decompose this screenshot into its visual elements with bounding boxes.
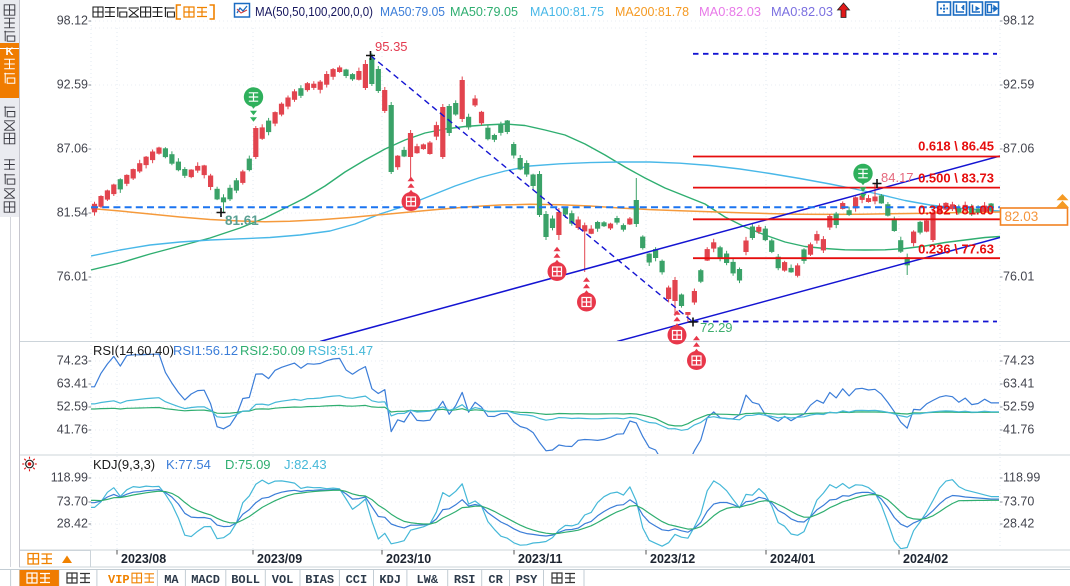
svg-text:28.42: 28.42 [57, 517, 88, 531]
svg-text:98.12: 98.12 [57, 14, 88, 28]
svg-text:87.06: 87.06 [57, 142, 88, 156]
svg-text:0.236 \ 77.63: 0.236 \ 77.63 [918, 242, 994, 257]
svg-text:RSI2:50.09: RSI2:50.09 [240, 343, 305, 358]
svg-text:RSI1:56.12: RSI1:56.12 [173, 343, 238, 358]
svg-text:82.03: 82.03 [1005, 209, 1039, 224]
svg-text:76.01: 76.01 [57, 270, 88, 284]
svg-text:41.76: 41.76 [57, 423, 88, 437]
svg-text:BIAS: BIAS [305, 573, 334, 586]
svg-text:MA50:79.05: MA50:79.05 [380, 4, 445, 19]
svg-text:72.29: 72.29 [700, 320, 733, 335]
svg-text:BOLL: BOLL [231, 573, 260, 586]
svg-text:MA100:81.75: MA100:81.75 [530, 4, 604, 19]
svg-text:0.500 \ 83.73: 0.500 \ 83.73 [918, 171, 994, 186]
svg-text:KDJ(9,3,3): KDJ(9,3,3) [93, 457, 155, 472]
svg-text:2024/01: 2024/01 [770, 552, 815, 566]
svg-text:87.06: 87.06 [1003, 142, 1034, 156]
svg-text:52.59: 52.59 [1003, 400, 1034, 414]
svg-text:74.23: 74.23 [57, 354, 88, 368]
svg-text:D:75.09: D:75.09 [225, 457, 271, 472]
svg-text:0.382 \ 81.00: 0.382 \ 81.00 [918, 203, 994, 218]
svg-text:92.59: 92.59 [1003, 78, 1034, 92]
svg-text:118.99: 118.99 [51, 471, 88, 485]
svg-text:2023/08: 2023/08 [121, 552, 166, 566]
svg-text:92.59: 92.59 [57, 78, 88, 92]
svg-text:52.59: 52.59 [57, 400, 88, 414]
svg-text:MA0:82.03: MA0:82.03 [699, 4, 761, 19]
svg-text:MA: MA [164, 573, 179, 586]
svg-text:2023/12: 2023/12 [650, 552, 695, 566]
svg-text:LW&: LW& [416, 573, 438, 586]
svg-text:95.35: 95.35 [375, 39, 408, 54]
svg-text:76.01: 76.01 [1003, 270, 1034, 284]
svg-text:MA0:82.03: MA0:82.03 [771, 4, 833, 19]
svg-text:74.23: 74.23 [1003, 354, 1034, 368]
svg-text:MA(50,50,100,200,0,0): MA(50,50,100,200,0,0) [255, 4, 373, 19]
svg-text:81.54: 81.54 [57, 206, 88, 220]
svg-text:73.70: 73.70 [1003, 495, 1034, 509]
svg-text:2024/02: 2024/02 [903, 552, 948, 566]
svg-text:KDJ: KDJ [379, 573, 401, 586]
svg-text:MACD: MACD [191, 573, 220, 586]
svg-text:41.76: 41.76 [1003, 423, 1034, 437]
svg-text:RSI(14,60,40): RSI(14,60,40) [93, 343, 174, 358]
svg-text:CCI: CCI [346, 573, 368, 586]
svg-text:CR: CR [488, 573, 503, 586]
svg-text:2023/10: 2023/10 [386, 552, 431, 566]
svg-text:RSI3:51.47: RSI3:51.47 [308, 343, 373, 358]
svg-text:81.61: 81.61 [225, 213, 259, 228]
svg-text:84.17: 84.17 [881, 170, 914, 185]
svg-text:PSY: PSY [516, 573, 538, 586]
svg-text:0.618 \ 86.45: 0.618 \ 86.45 [918, 139, 994, 154]
svg-text:RSI: RSI [454, 573, 476, 586]
svg-text:K: K [6, 46, 14, 58]
svg-text:2023/09: 2023/09 [257, 552, 302, 566]
svg-text:MA50:79.05: MA50:79.05 [450, 4, 518, 19]
svg-text:J:82.43: J:82.43 [284, 457, 327, 472]
svg-text:VOL: VOL [272, 573, 294, 586]
svg-text:118.99: 118.99 [1003, 471, 1040, 485]
svg-text:28.42: 28.42 [1003, 517, 1034, 531]
svg-text:2023/11: 2023/11 [518, 552, 563, 566]
svg-text:K:77.54: K:77.54 [166, 457, 211, 472]
svg-text:VIP: VIP [108, 573, 130, 586]
svg-text:98.12: 98.12 [1003, 14, 1034, 28]
svg-text:63.41: 63.41 [57, 377, 88, 391]
svg-text:73.70: 73.70 [57, 495, 88, 509]
svg-text:MA200:81.78: MA200:81.78 [615, 4, 689, 19]
svg-text:63.41: 63.41 [1003, 377, 1034, 391]
